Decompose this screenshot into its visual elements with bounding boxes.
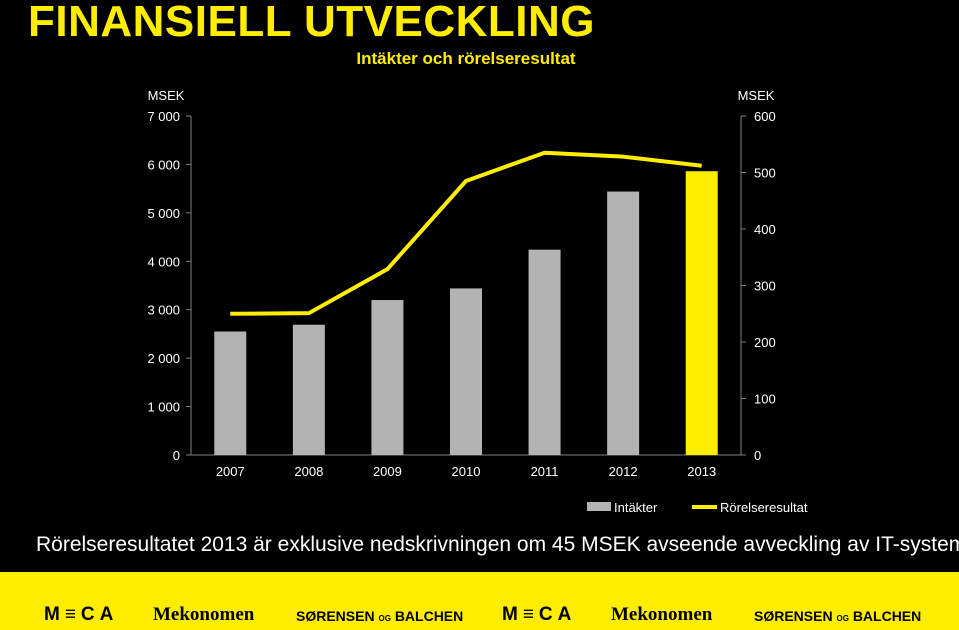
left-tick-label: 6 000 — [147, 157, 180, 172]
left-axis-label: MSEK — [148, 88, 185, 103]
bar-2011 — [528, 249, 561, 455]
left-tick-label: 3 000 — [147, 303, 180, 318]
bar-2010 — [450, 288, 482, 455]
line-rorelseresultat — [230, 150, 702, 316]
mekonomen-logo: Mekonomen — [611, 604, 713, 625]
left-tick-label: 2 000 — [147, 351, 180, 366]
bar-2007 — [214, 331, 247, 455]
legend-label-intakter: Intäkter — [614, 500, 658, 515]
right-tick-label: 100 — [754, 392, 776, 407]
left-tick-label: 5 000 — [147, 206, 180, 221]
x-tick-label: 2013 — [687, 464, 716, 479]
sorensen-balchen-logo: SØRENSEN OG BALCHEN — [296, 608, 464, 624]
bar-2012 — [607, 191, 640, 455]
x-tick-label: 2010 — [452, 464, 481, 479]
bar-2008 — [292, 324, 325, 455]
sorensen-balchen-logo: SØRENSEN OG BALCHEN — [754, 608, 922, 624]
meca-logo: M≡CA — [502, 604, 577, 625]
meca-logo: M≡CA — [44, 604, 119, 625]
footnote: Rörelseresultatet 2013 är exklusive neds… — [36, 533, 959, 556]
left-tick-label: 0 — [173, 448, 180, 463]
mekonomen-logo: Mekonomen — [153, 604, 255, 625]
right-tick-label: 200 — [754, 335, 776, 350]
left-tick-label: 1 000 — [147, 400, 180, 415]
right-tick-label: 300 — [754, 279, 776, 294]
legend-swatch-intakter — [587, 502, 611, 511]
right-tick-label: 500 — [754, 166, 776, 181]
page-title: FINANSIELL UTVECKLING — [28, 0, 596, 46]
chart-title: Intäkter och rörelseresultat — [356, 49, 576, 68]
left-tick-label: 4 000 — [147, 254, 180, 269]
x-tick-label: 2011 — [531, 464, 559, 479]
x-tick-label: 2009 — [373, 464, 402, 479]
right-tick-label: 400 — [754, 222, 776, 237]
revenue-operating-result-chart: Intäkter och rörelseresultat MSEK MSEK 0 1 0… — [147, 49, 808, 515]
x-tick-label: 2012 — [609, 464, 638, 479]
left-tick-label: 7 000 — [147, 109, 180, 124]
right-tick-label: 600 — [754, 109, 776, 124]
right-tick-label: 0 — [754, 448, 761, 463]
bar-2013 — [685, 171, 718, 456]
footer-logo-bar: M≡CA Mekonomen SØRENSEN OG BALCHEN M≡CA … — [0, 572, 959, 630]
bar-2009 — [371, 300, 404, 455]
x-tick-label: 2007 — [216, 464, 245, 479]
right-axis-label: MSEK — [738, 88, 775, 103]
legend-label-rorelseresultat: Rörelseresultat — [720, 500, 808, 515]
x-tick-label: 2008 — [294, 464, 323, 479]
